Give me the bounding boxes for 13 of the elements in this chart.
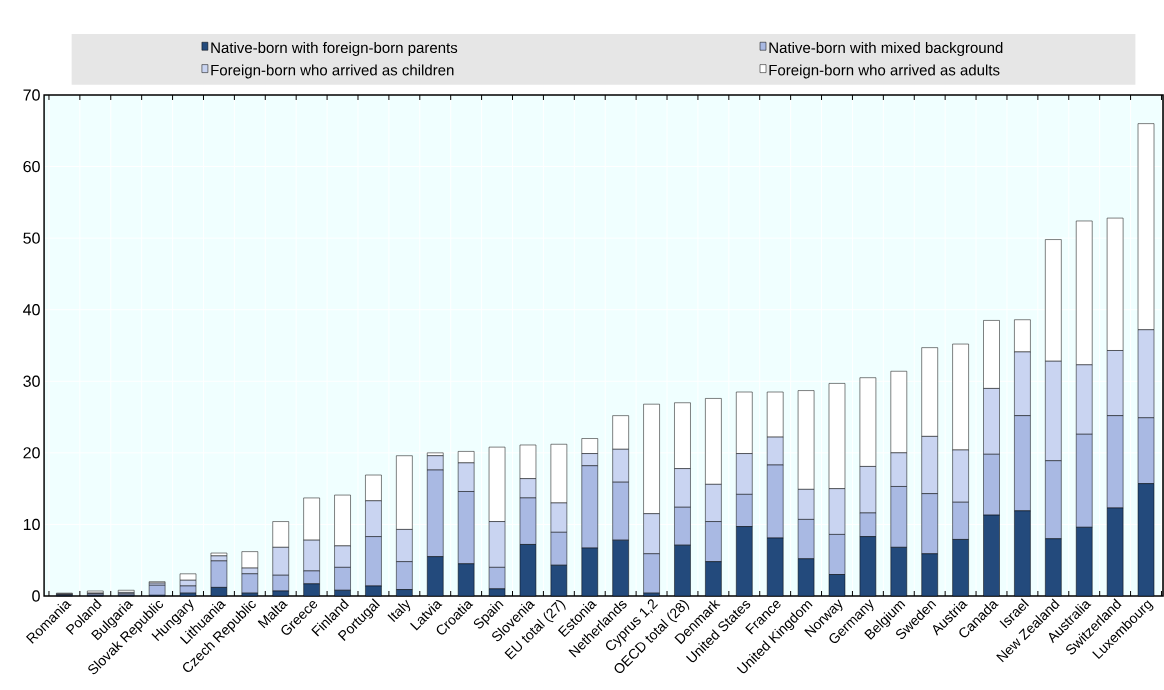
legend-label: Native-born with mixed background (769, 42, 1003, 57)
y-tick-label: 10 (23, 518, 40, 531)
y-tick-label: 50 (23, 232, 40, 244)
x-tick-label: Italy (387, 599, 411, 623)
y-tick-label: 40 (23, 304, 40, 316)
y-tick-label: 30 (23, 375, 40, 387)
y-tick-label: 20 (23, 447, 40, 459)
legend-label: Foreign-born who arrived as children (211, 64, 454, 79)
legend-label: Native-born with foreign-born parents (211, 42, 458, 57)
y-tick-label: 60 (23, 160, 40, 173)
legend-label: Foreign-born who arrived as adults (769, 64, 1000, 79)
y-tick-label: 0 (32, 590, 40, 602)
y-tick-label: 70 (23, 89, 40, 101)
